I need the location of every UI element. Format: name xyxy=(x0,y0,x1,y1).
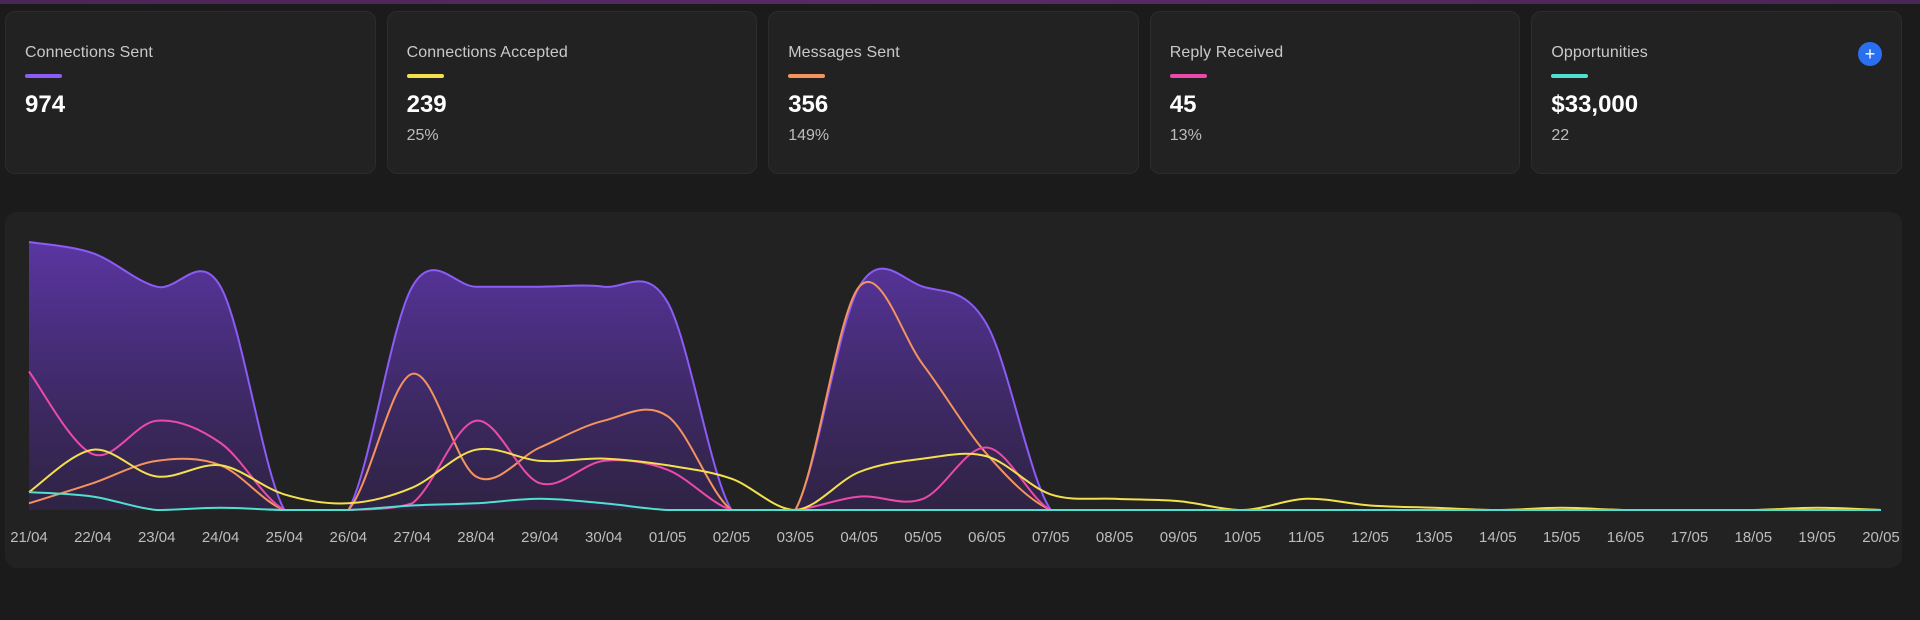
card-color-line xyxy=(1169,74,1207,78)
x-tick-label: 26/04 xyxy=(330,529,368,546)
x-tick-label: 09/05 xyxy=(1160,529,1198,546)
card-color-line xyxy=(406,74,444,78)
x-tick-label: 30/04 xyxy=(585,529,623,546)
x-tick-label: 21/04 xyxy=(10,529,48,546)
card-title: Connections Sent xyxy=(25,44,153,61)
card-value: 356 xyxy=(788,91,829,118)
x-tick-label: 01/05 xyxy=(649,529,687,546)
card-title: Opportunities xyxy=(1551,44,1648,61)
x-tick-label: 08/05 xyxy=(1096,529,1134,546)
x-tick-label: 15/05 xyxy=(1543,529,1581,546)
x-tick-label: 20/05 xyxy=(1862,529,1900,546)
card-subvalue: 13% xyxy=(1169,127,1202,144)
plus-icon: + xyxy=(1864,44,1876,64)
card-color-line xyxy=(788,74,826,78)
card-title: Reply Received xyxy=(1169,44,1284,61)
card-opportunities: Opportunities $33,000 22 + xyxy=(1531,11,1902,174)
x-tick-label: 13/05 xyxy=(1415,529,1453,546)
card-color-line xyxy=(25,74,62,78)
x-tick-label: 02/05 xyxy=(713,529,751,546)
x-tick-label: 16/05 xyxy=(1607,529,1645,546)
card-title: Messages Sent xyxy=(788,44,900,61)
x-tick-label: 06/05 xyxy=(968,529,1006,546)
card-subvalue: 22 xyxy=(1551,127,1570,144)
card-value: 239 xyxy=(406,91,447,118)
x-tick-label: 22/04 xyxy=(74,529,112,546)
stats-cards: Connections Sent 974 Connections Accepte… xyxy=(5,11,1902,174)
card-value: 45 xyxy=(1169,91,1197,118)
card-connections-accepted: Connections Accepted 239 25% xyxy=(386,11,758,174)
card-reply-received: Reply Received 45 13% xyxy=(1149,11,1521,174)
x-tick-label: 14/05 xyxy=(1479,529,1517,546)
activity-chart: 21/04 22/04 23/04 24/04 25/04 26/04 27/04 28/04… xyxy=(5,212,1902,568)
x-tick-label: 05/05 xyxy=(904,529,942,546)
top-accent-strip xyxy=(0,0,1920,4)
x-tick-label: 04/05 xyxy=(840,529,878,546)
x-tick-label: 18/05 xyxy=(1735,529,1773,546)
x-tick-label: 23/04 xyxy=(138,529,176,546)
x-tick-label: 17/05 xyxy=(1671,529,1709,546)
card-subvalue xyxy=(25,127,375,147)
card-value: $33,000 xyxy=(1551,91,1639,118)
x-tick-label: 19/05 xyxy=(1798,529,1836,546)
series-line-opportunities xyxy=(28,491,1881,512)
x-tick-label: 27/04 xyxy=(393,529,431,546)
series-area-connections_sent xyxy=(29,242,1881,510)
card-title: Connections Accepted xyxy=(406,44,568,61)
card-subvalue: 149% xyxy=(788,127,830,144)
series-line-connections_accepted xyxy=(28,447,1882,512)
card-connections-sent: Connections Sent 974 xyxy=(5,11,376,174)
add-opportunity-button[interactable]: + xyxy=(1857,42,1882,66)
x-tick-label: 10/05 xyxy=(1224,529,1262,546)
card-subvalue: 25% xyxy=(406,127,439,144)
chart-svg: 21/04 22/04 23/04 24/04 25/04 26/04 27/04 28/04… xyxy=(10,241,1900,546)
x-tick-label: 11/05 xyxy=(1288,529,1324,546)
x-tick-label: 12/05 xyxy=(1351,529,1389,546)
x-tick-label: 25/04 xyxy=(266,529,304,546)
card-value: 974 xyxy=(25,91,66,118)
x-tick-label: 07/05 xyxy=(1032,529,1070,546)
x-tick-label: 24/04 xyxy=(202,529,240,546)
x-tick-label: 03/05 xyxy=(777,529,815,546)
x-tick-label: 28/04 xyxy=(457,529,495,546)
card-color-line xyxy=(1551,74,1589,78)
card-messages-sent: Messages Sent 356 149% xyxy=(768,11,1139,174)
x-tick-label: 29/04 xyxy=(521,529,559,546)
